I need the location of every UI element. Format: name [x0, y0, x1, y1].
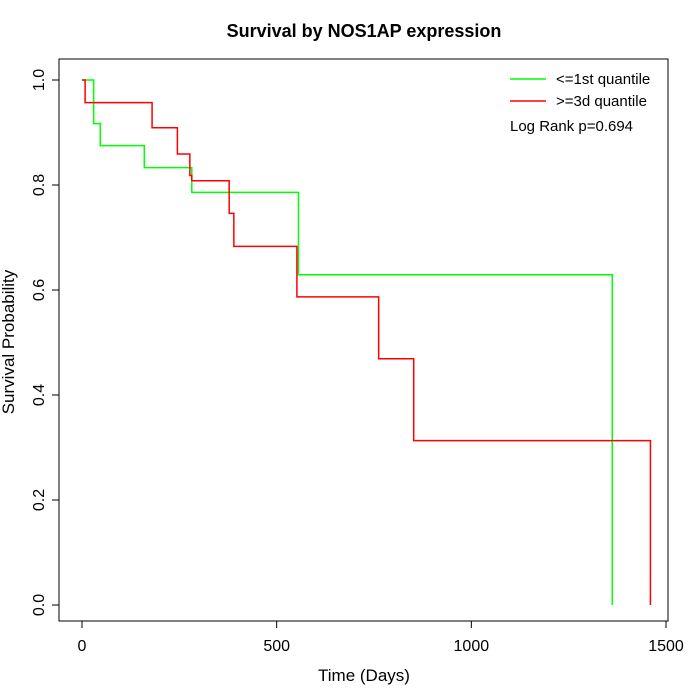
- series-layer: [82, 79, 652, 605]
- plot-area-border: [58, 58, 669, 622]
- x-tick-label: 1500: [648, 638, 684, 655]
- series-line-1: [82, 79, 614, 605]
- y-tick-label: 0.0: [31, 594, 48, 616]
- legend: <=1st quantile >=3d quantile: [510, 71, 650, 110]
- y-tick-label: 1.0: [31, 69, 48, 91]
- y-axis-ticks: 0.0 0.2 0.4 0.6 0.8 1.0: [31, 69, 59, 616]
- x-tick-label: 500: [263, 638, 290, 655]
- y-tick-label: 0.2: [31, 489, 48, 511]
- y-tick-label: 0.6: [31, 279, 48, 301]
- x-tick-label: 1000: [454, 638, 490, 655]
- legend-label: >=3d quantile: [556, 93, 647, 110]
- series-line-2: [82, 79, 652, 605]
- log-rank-annotation: Log Rank p=0.694: [510, 118, 633, 135]
- y-tick-label: 0.8: [31, 174, 48, 196]
- x-tick-label: 0: [78, 638, 87, 655]
- x-axis-label: Time (Days): [318, 666, 410, 685]
- legend-label: <=1st quantile: [556, 71, 650, 88]
- y-axis-label: Survival Probability: [0, 269, 18, 414]
- x-axis-ticks: 0 500 1000 1500: [78, 621, 684, 655]
- chart-title: Survival by NOS1AP expression: [227, 21, 502, 41]
- y-tick-label: 0.4: [31, 384, 48, 406]
